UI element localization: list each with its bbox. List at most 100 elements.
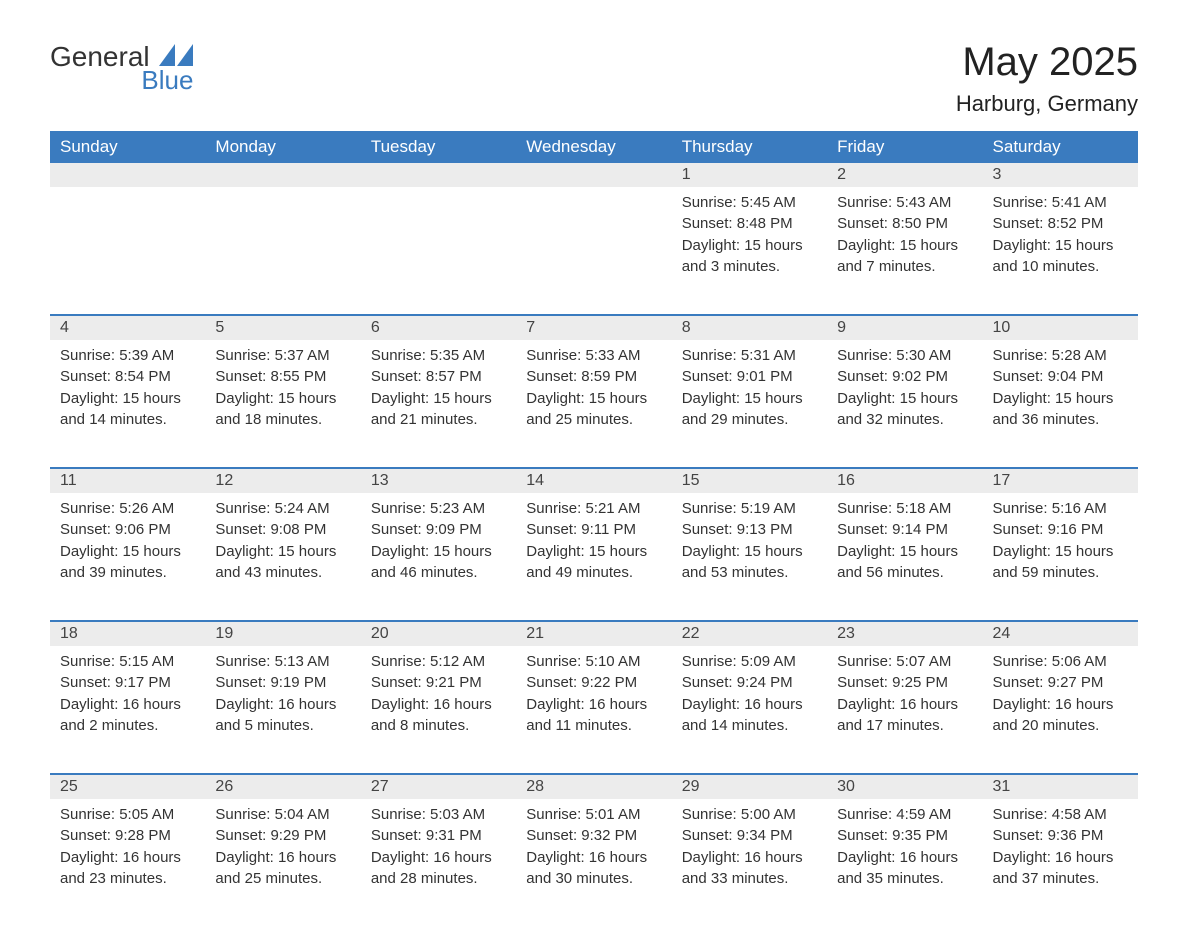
day-content: Sunrise: 5:39 AMSunset: 8:54 PMDaylight:… bbox=[50, 340, 205, 443]
dl2-text: and 25 minutes. bbox=[215, 869, 350, 889]
sunset-text: Sunset: 9:32 PM bbox=[526, 826, 661, 846]
calendar-body: 123Sunrise: 5:45 AMSunset: 8:48 PMDaylig… bbox=[50, 163, 1138, 927]
sunset-text: Sunset: 9:02 PM bbox=[837, 367, 972, 387]
dl1-text: Daylight: 16 hours bbox=[526, 848, 661, 868]
dl2-text: and 33 minutes. bbox=[682, 869, 817, 889]
day-cell: Sunrise: 5:43 AMSunset: 8:50 PMDaylight:… bbox=[827, 187, 982, 315]
day-cell bbox=[205, 187, 360, 315]
day-number-cell: 11 bbox=[50, 468, 205, 493]
day-cell: Sunrise: 5:31 AMSunset: 9:01 PMDaylight:… bbox=[672, 340, 827, 468]
day-number-row: 45678910 bbox=[50, 315, 1138, 340]
day-content: Sunrise: 5:04 AMSunset: 9:29 PMDaylight:… bbox=[205, 799, 360, 902]
day-cell: Sunrise: 5:06 AMSunset: 9:27 PMDaylight:… bbox=[983, 646, 1138, 774]
day-content: Sunrise: 5:01 AMSunset: 9:32 PMDaylight:… bbox=[516, 799, 671, 902]
sunrise-text: Sunrise: 5:05 AM bbox=[60, 805, 195, 825]
sunrise-text: Sunrise: 5:33 AM bbox=[526, 346, 661, 366]
day-number-cell: 3 bbox=[983, 163, 1138, 187]
day-content: Sunrise: 5:21 AMSunset: 9:11 PMDaylight:… bbox=[516, 493, 671, 596]
day-number-cell: 13 bbox=[361, 468, 516, 493]
day-content: Sunrise: 5:26 AMSunset: 9:06 PMDaylight:… bbox=[50, 493, 205, 596]
dl2-text: and 17 minutes. bbox=[837, 716, 972, 736]
day-number-cell: 12 bbox=[205, 468, 360, 493]
dl1-text: Daylight: 16 hours bbox=[993, 848, 1128, 868]
day-number-cell: 23 bbox=[827, 621, 982, 646]
dl1-text: Daylight: 16 hours bbox=[682, 848, 817, 868]
day-content: Sunrise: 5:30 AMSunset: 9:02 PMDaylight:… bbox=[827, 340, 982, 443]
dl1-text: Daylight: 15 hours bbox=[215, 389, 350, 409]
dl1-text: Daylight: 15 hours bbox=[837, 389, 972, 409]
dl1-text: Daylight: 15 hours bbox=[682, 389, 817, 409]
weekday-header-row: Sunday Monday Tuesday Wednesday Thursday… bbox=[50, 131, 1138, 163]
day-cell: Sunrise: 5:23 AMSunset: 9:09 PMDaylight:… bbox=[361, 493, 516, 621]
day-number-cell: 4 bbox=[50, 315, 205, 340]
sunset-text: Sunset: 9:09 PM bbox=[371, 520, 506, 540]
sunrise-text: Sunrise: 5:18 AM bbox=[837, 499, 972, 519]
day-content: Sunrise: 4:58 AMSunset: 9:36 PMDaylight:… bbox=[983, 799, 1138, 902]
day-content: Sunrise: 4:59 AMSunset: 9:35 PMDaylight:… bbox=[827, 799, 982, 902]
day-cell: Sunrise: 5:39 AMSunset: 8:54 PMDaylight:… bbox=[50, 340, 205, 468]
day-number-cell: 8 bbox=[672, 315, 827, 340]
dl2-text: and 14 minutes. bbox=[682, 716, 817, 736]
sunset-text: Sunset: 9:22 PM bbox=[526, 673, 661, 693]
sunset-text: Sunset: 9:21 PM bbox=[371, 673, 506, 693]
sunrise-text: Sunrise: 5:45 AM bbox=[682, 193, 817, 213]
day-cell: Sunrise: 5:03 AMSunset: 9:31 PMDaylight:… bbox=[361, 799, 516, 927]
day-number-cell: 15 bbox=[672, 468, 827, 493]
day-number-row: 123 bbox=[50, 163, 1138, 187]
sunset-text: Sunset: 8:57 PM bbox=[371, 367, 506, 387]
day-number-cell: 2 bbox=[827, 163, 982, 187]
day-content: Sunrise: 5:28 AMSunset: 9:04 PMDaylight:… bbox=[983, 340, 1138, 443]
sunrise-text: Sunrise: 5:37 AM bbox=[215, 346, 350, 366]
dl2-text: and 23 minutes. bbox=[60, 869, 195, 889]
weekday-header: Sunday bbox=[50, 131, 205, 163]
day-cell: Sunrise: 5:30 AMSunset: 9:02 PMDaylight:… bbox=[827, 340, 982, 468]
day-content: Sunrise: 5:06 AMSunset: 9:27 PMDaylight:… bbox=[983, 646, 1138, 749]
dl1-text: Daylight: 16 hours bbox=[371, 695, 506, 715]
weekday-header: Tuesday bbox=[361, 131, 516, 163]
dl2-text: and 5 minutes. bbox=[215, 716, 350, 736]
day-cell: Sunrise: 4:58 AMSunset: 9:36 PMDaylight:… bbox=[983, 799, 1138, 927]
sunset-text: Sunset: 9:16 PM bbox=[993, 520, 1128, 540]
day-number-cell: 20 bbox=[361, 621, 516, 646]
sunset-text: Sunset: 9:17 PM bbox=[60, 673, 195, 693]
day-number-cell: 18 bbox=[50, 621, 205, 646]
day-content-row: Sunrise: 5:39 AMSunset: 8:54 PMDaylight:… bbox=[50, 340, 1138, 468]
day-content: Sunrise: 5:10 AMSunset: 9:22 PMDaylight:… bbox=[516, 646, 671, 749]
dl1-text: Daylight: 15 hours bbox=[371, 542, 506, 562]
sunset-text: Sunset: 9:14 PM bbox=[837, 520, 972, 540]
day-cell: Sunrise: 5:26 AMSunset: 9:06 PMDaylight:… bbox=[50, 493, 205, 621]
sunrise-text: Sunrise: 5:30 AM bbox=[837, 346, 972, 366]
dl2-text: and 11 minutes. bbox=[526, 716, 661, 736]
sunrise-text: Sunrise: 5:19 AM bbox=[682, 499, 817, 519]
sunrise-text: Sunrise: 4:58 AM bbox=[993, 805, 1128, 825]
day-content: Sunrise: 5:35 AMSunset: 8:57 PMDaylight:… bbox=[361, 340, 516, 443]
day-number-cell: 19 bbox=[205, 621, 360, 646]
day-content: Sunrise: 5:09 AMSunset: 9:24 PMDaylight:… bbox=[672, 646, 827, 749]
day-content: Sunrise: 5:13 AMSunset: 9:19 PMDaylight:… bbox=[205, 646, 360, 749]
sunset-text: Sunset: 9:28 PM bbox=[60, 826, 195, 846]
day-content: Sunrise: 5:16 AMSunset: 9:16 PMDaylight:… bbox=[983, 493, 1138, 596]
sunrise-text: Sunrise: 4:59 AM bbox=[837, 805, 972, 825]
day-cell: Sunrise: 5:18 AMSunset: 9:14 PMDaylight:… bbox=[827, 493, 982, 621]
dl1-text: Daylight: 16 hours bbox=[837, 848, 972, 868]
day-cell: Sunrise: 5:12 AMSunset: 9:21 PMDaylight:… bbox=[361, 646, 516, 774]
dl1-text: Daylight: 15 hours bbox=[837, 236, 972, 256]
brand-logo: General Blue bbox=[50, 40, 193, 93]
sunrise-text: Sunrise: 5:21 AM bbox=[526, 499, 661, 519]
day-cell: Sunrise: 5:13 AMSunset: 9:19 PMDaylight:… bbox=[205, 646, 360, 774]
day-number-cell: 16 bbox=[827, 468, 982, 493]
day-cell: Sunrise: 5:16 AMSunset: 9:16 PMDaylight:… bbox=[983, 493, 1138, 621]
sunset-text: Sunset: 8:50 PM bbox=[837, 214, 972, 234]
sunrise-text: Sunrise: 5:04 AM bbox=[215, 805, 350, 825]
sunset-text: Sunset: 9:29 PM bbox=[215, 826, 350, 846]
sunrise-text: Sunrise: 5:26 AM bbox=[60, 499, 195, 519]
dl1-text: Daylight: 15 hours bbox=[60, 389, 195, 409]
dl1-text: Daylight: 15 hours bbox=[993, 236, 1128, 256]
dl2-text: and 7 minutes. bbox=[837, 257, 972, 277]
day-cell: Sunrise: 5:41 AMSunset: 8:52 PMDaylight:… bbox=[983, 187, 1138, 315]
sunrise-text: Sunrise: 5:13 AM bbox=[215, 652, 350, 672]
day-content-row: Sunrise: 5:26 AMSunset: 9:06 PMDaylight:… bbox=[50, 493, 1138, 621]
sunrise-text: Sunrise: 5:00 AM bbox=[682, 805, 817, 825]
dl2-text: and 30 minutes. bbox=[526, 869, 661, 889]
day-number-cell: 17 bbox=[983, 468, 1138, 493]
